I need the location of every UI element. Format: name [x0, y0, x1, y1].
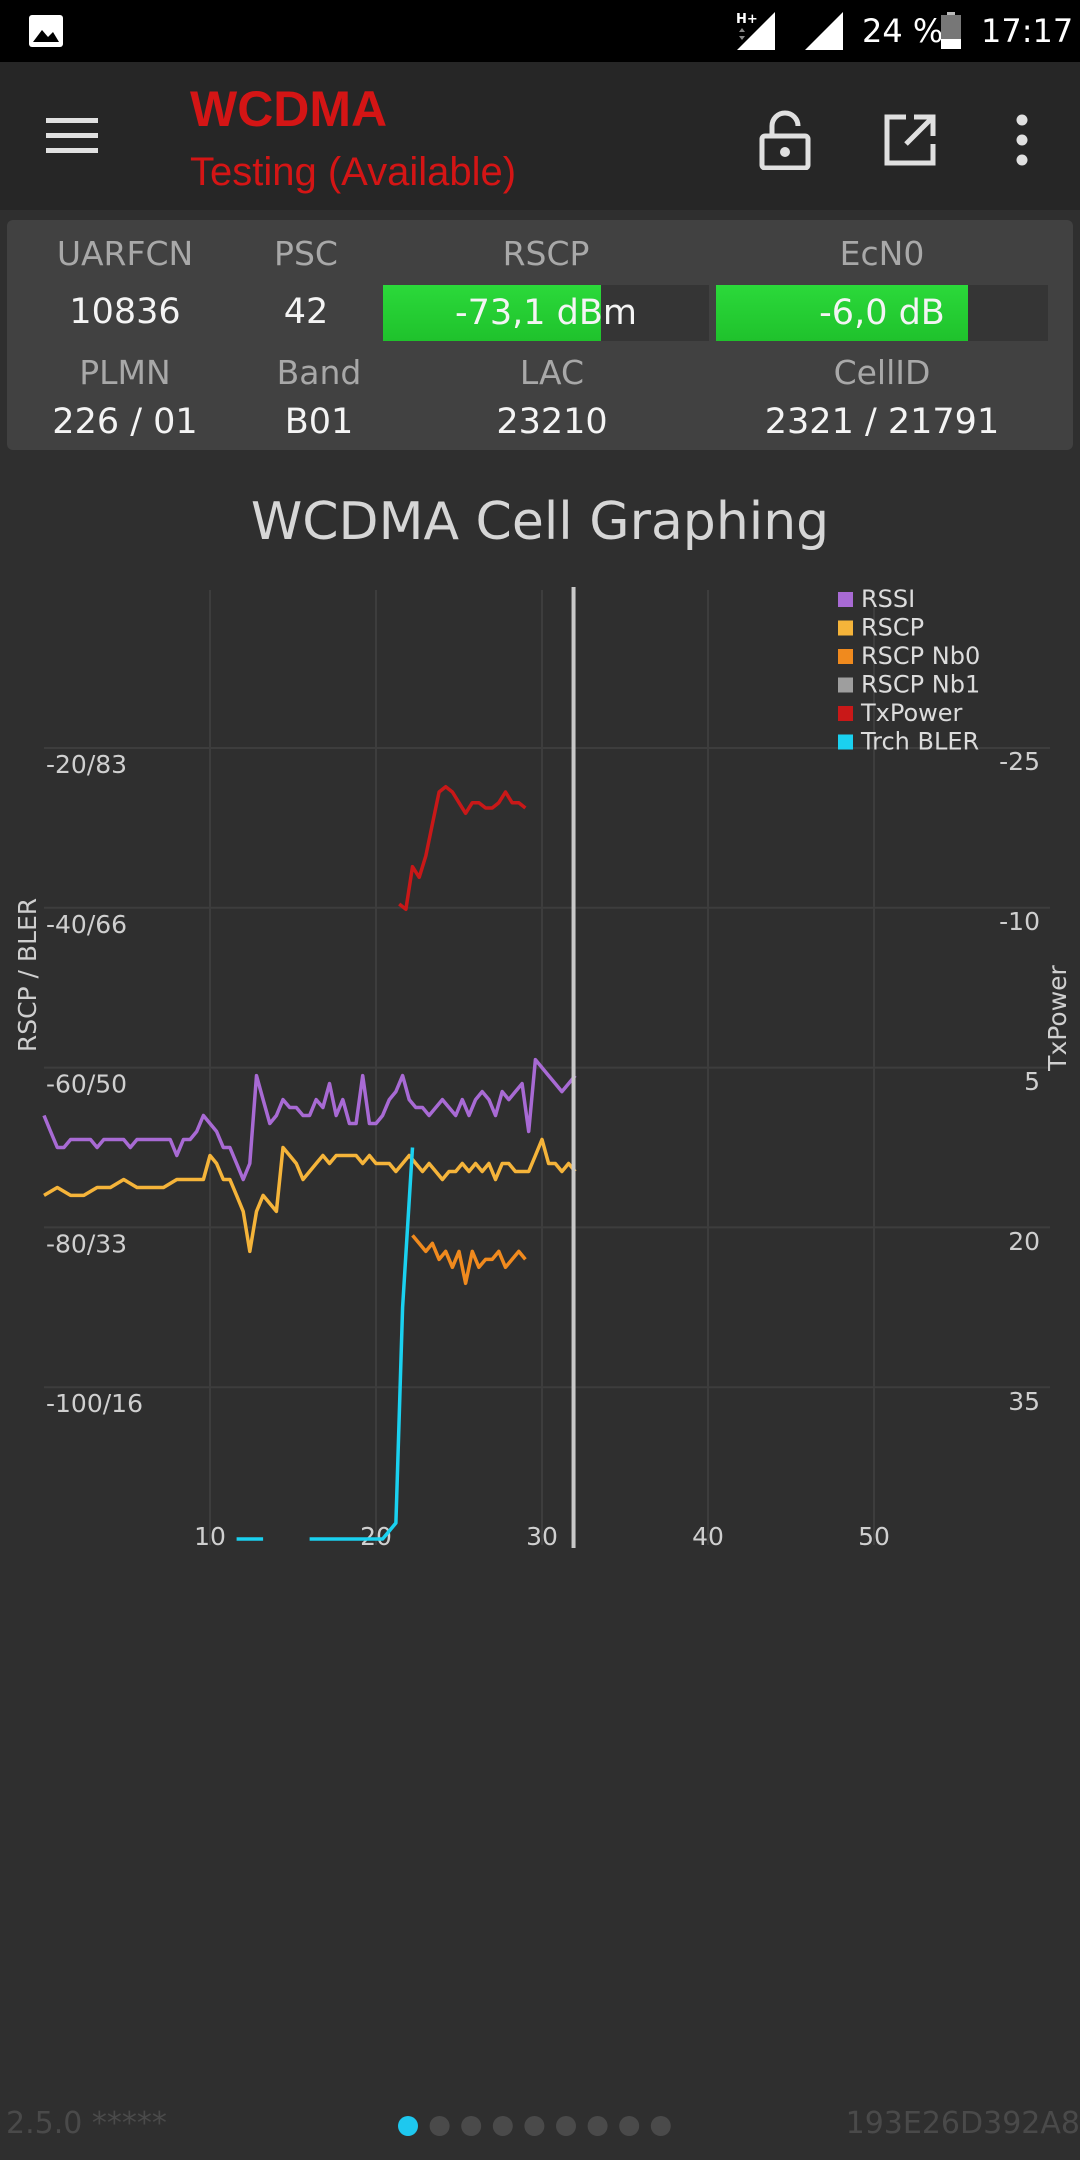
lock-open-icon[interactable]: [758, 110, 812, 170]
cellid-label: CellID: [833, 353, 931, 392]
cell-graph[interactable]: -20/83 -40/66 -60/50 -80/33 -100/16 -25 -10 5 20…: [0, 560, 1080, 1560]
x-tick-label: 30: [526, 1522, 558, 1551]
page-dot[interactable]: [587, 2116, 608, 2136]
page-indicator[interactable]: [396, 2112, 686, 2140]
ecn0-meter: -6,0 dB: [716, 285, 1048, 341]
y-tick-label: -100/16: [46, 1389, 143, 1418]
menu-icon[interactable]: [46, 116, 98, 156]
ecn0-value: -6,0 dB: [819, 293, 945, 333]
y-tick-label: -80/33: [46, 1229, 127, 1258]
page-subtitle: Testing (Available): [190, 150, 517, 194]
y-tick-label: -40/66: [46, 910, 127, 939]
y2-tick-label: 5: [1024, 1067, 1040, 1096]
y-tick-label: -60/50: [46, 1070, 127, 1099]
legend-swatch: [838, 592, 853, 607]
gallery-notification-icon: [29, 15, 63, 47]
legend-entry: Trch BLER: [860, 728, 979, 756]
legend-swatch: [838, 649, 853, 664]
psc-label: PSC: [274, 234, 338, 273]
page-dot[interactable]: [398, 2116, 418, 2136]
rscp-label: RSCP: [502, 234, 590, 273]
legend-swatch: [838, 620, 853, 636]
cell-info-panel: UARFCN 10836 PSC 42 RSCP -73,1 dBm EcN0 …: [7, 220, 1073, 450]
page-dot[interactable]: [619, 2116, 640, 2136]
lac-label: LAC: [519, 353, 585, 392]
rscp-meter-fill: [383, 285, 602, 341]
rscp-value: -73,1 dBm: [454, 293, 637, 333]
page-dot[interactable]: [524, 2116, 545, 2136]
x-tick-label: 20: [360, 1522, 392, 1551]
uarfcn-label: UARFCN: [56, 234, 194, 273]
x-tick-label: 50: [858, 1522, 890, 1551]
more-options-icon[interactable]: [1010, 112, 1034, 168]
app-version: 2.5.0 *****: [6, 2106, 167, 2141]
y2-axis-label: TxPower: [1043, 964, 1072, 1071]
psc-value: 42: [283, 292, 329, 332]
page-dot[interactable]: [556, 2116, 576, 2136]
legend-swatch: [838, 677, 853, 693]
uarfcn-value: 10836: [69, 292, 181, 332]
legend-swatch: [838, 706, 853, 721]
x-tick-label: 10: [194, 1522, 226, 1551]
clock: 17:17: [981, 12, 1074, 50]
battery-percent: 24 %: [862, 12, 944, 50]
y-axis-label: RSCP / BLER: [13, 898, 42, 1052]
legend-entry: RSCP Nb1: [861, 671, 980, 699]
page-dot[interactable]: [461, 2116, 482, 2136]
series-line-rscp-nb0: [411, 1234, 527, 1286]
status-bar: H+ 24 % 17:17: [0, 0, 1080, 62]
plmn-label: PLMN: [79, 353, 171, 392]
series-line-rssi: [42, 1057, 577, 1182]
y2-tick-label: -25: [999, 747, 1040, 776]
y-tick-label: -20/83: [46, 750, 127, 779]
open-external-icon[interactable]: [884, 114, 936, 166]
cellid-value: 2321 / 21791: [764, 402, 1000, 442]
y2-tick-label: -10: [999, 907, 1040, 936]
network-type: H+: [736, 12, 758, 27]
ecn0-label: EcN0: [839, 234, 925, 273]
device-id: 193E26D392A8: [845, 2106, 1080, 2141]
band-value: B01: [284, 402, 354, 442]
signal-strength-icon: [805, 12, 843, 50]
page-dot[interactable]: [492, 2116, 513, 2136]
band-label: Band: [276, 353, 362, 392]
y2-tick-label: 35: [1008, 1387, 1040, 1416]
lac-value: 23210: [496, 402, 608, 442]
chart-title: WCDMA Cell Graphing: [250, 492, 830, 552]
page-title: WCDMA: [190, 81, 388, 137]
plmn-value: 226 / 01: [52, 402, 198, 442]
series-line-rscp: [43, 1137, 577, 1254]
series-line-txpower: [398, 784, 527, 912]
app-bar: WCDMA Testing (Available): [0, 62, 1080, 210]
mobile-signal-icon: H+: [735, 10, 775, 50]
legend-entry: RSCP Nb0: [861, 642, 980, 670]
legend-entry: RSCP: [861, 614, 924, 642]
legend-entry: RSSI: [861, 585, 915, 613]
page-dot[interactable]: [429, 2116, 450, 2136]
page-dot[interactable]: [650, 2116, 671, 2136]
y2-tick-label: 20: [1008, 1227, 1040, 1256]
x-tick-label: 40: [692, 1522, 724, 1551]
battery-icon: [941, 12, 961, 49]
ecn0-meter-fill: [716, 285, 969, 341]
legend-swatch: [838, 734, 853, 750]
series-line-trch-bler: [236, 1147, 415, 1541]
legend-entry: TxPower: [860, 699, 963, 727]
rscp-meter: -73,1 dBm: [383, 285, 709, 341]
